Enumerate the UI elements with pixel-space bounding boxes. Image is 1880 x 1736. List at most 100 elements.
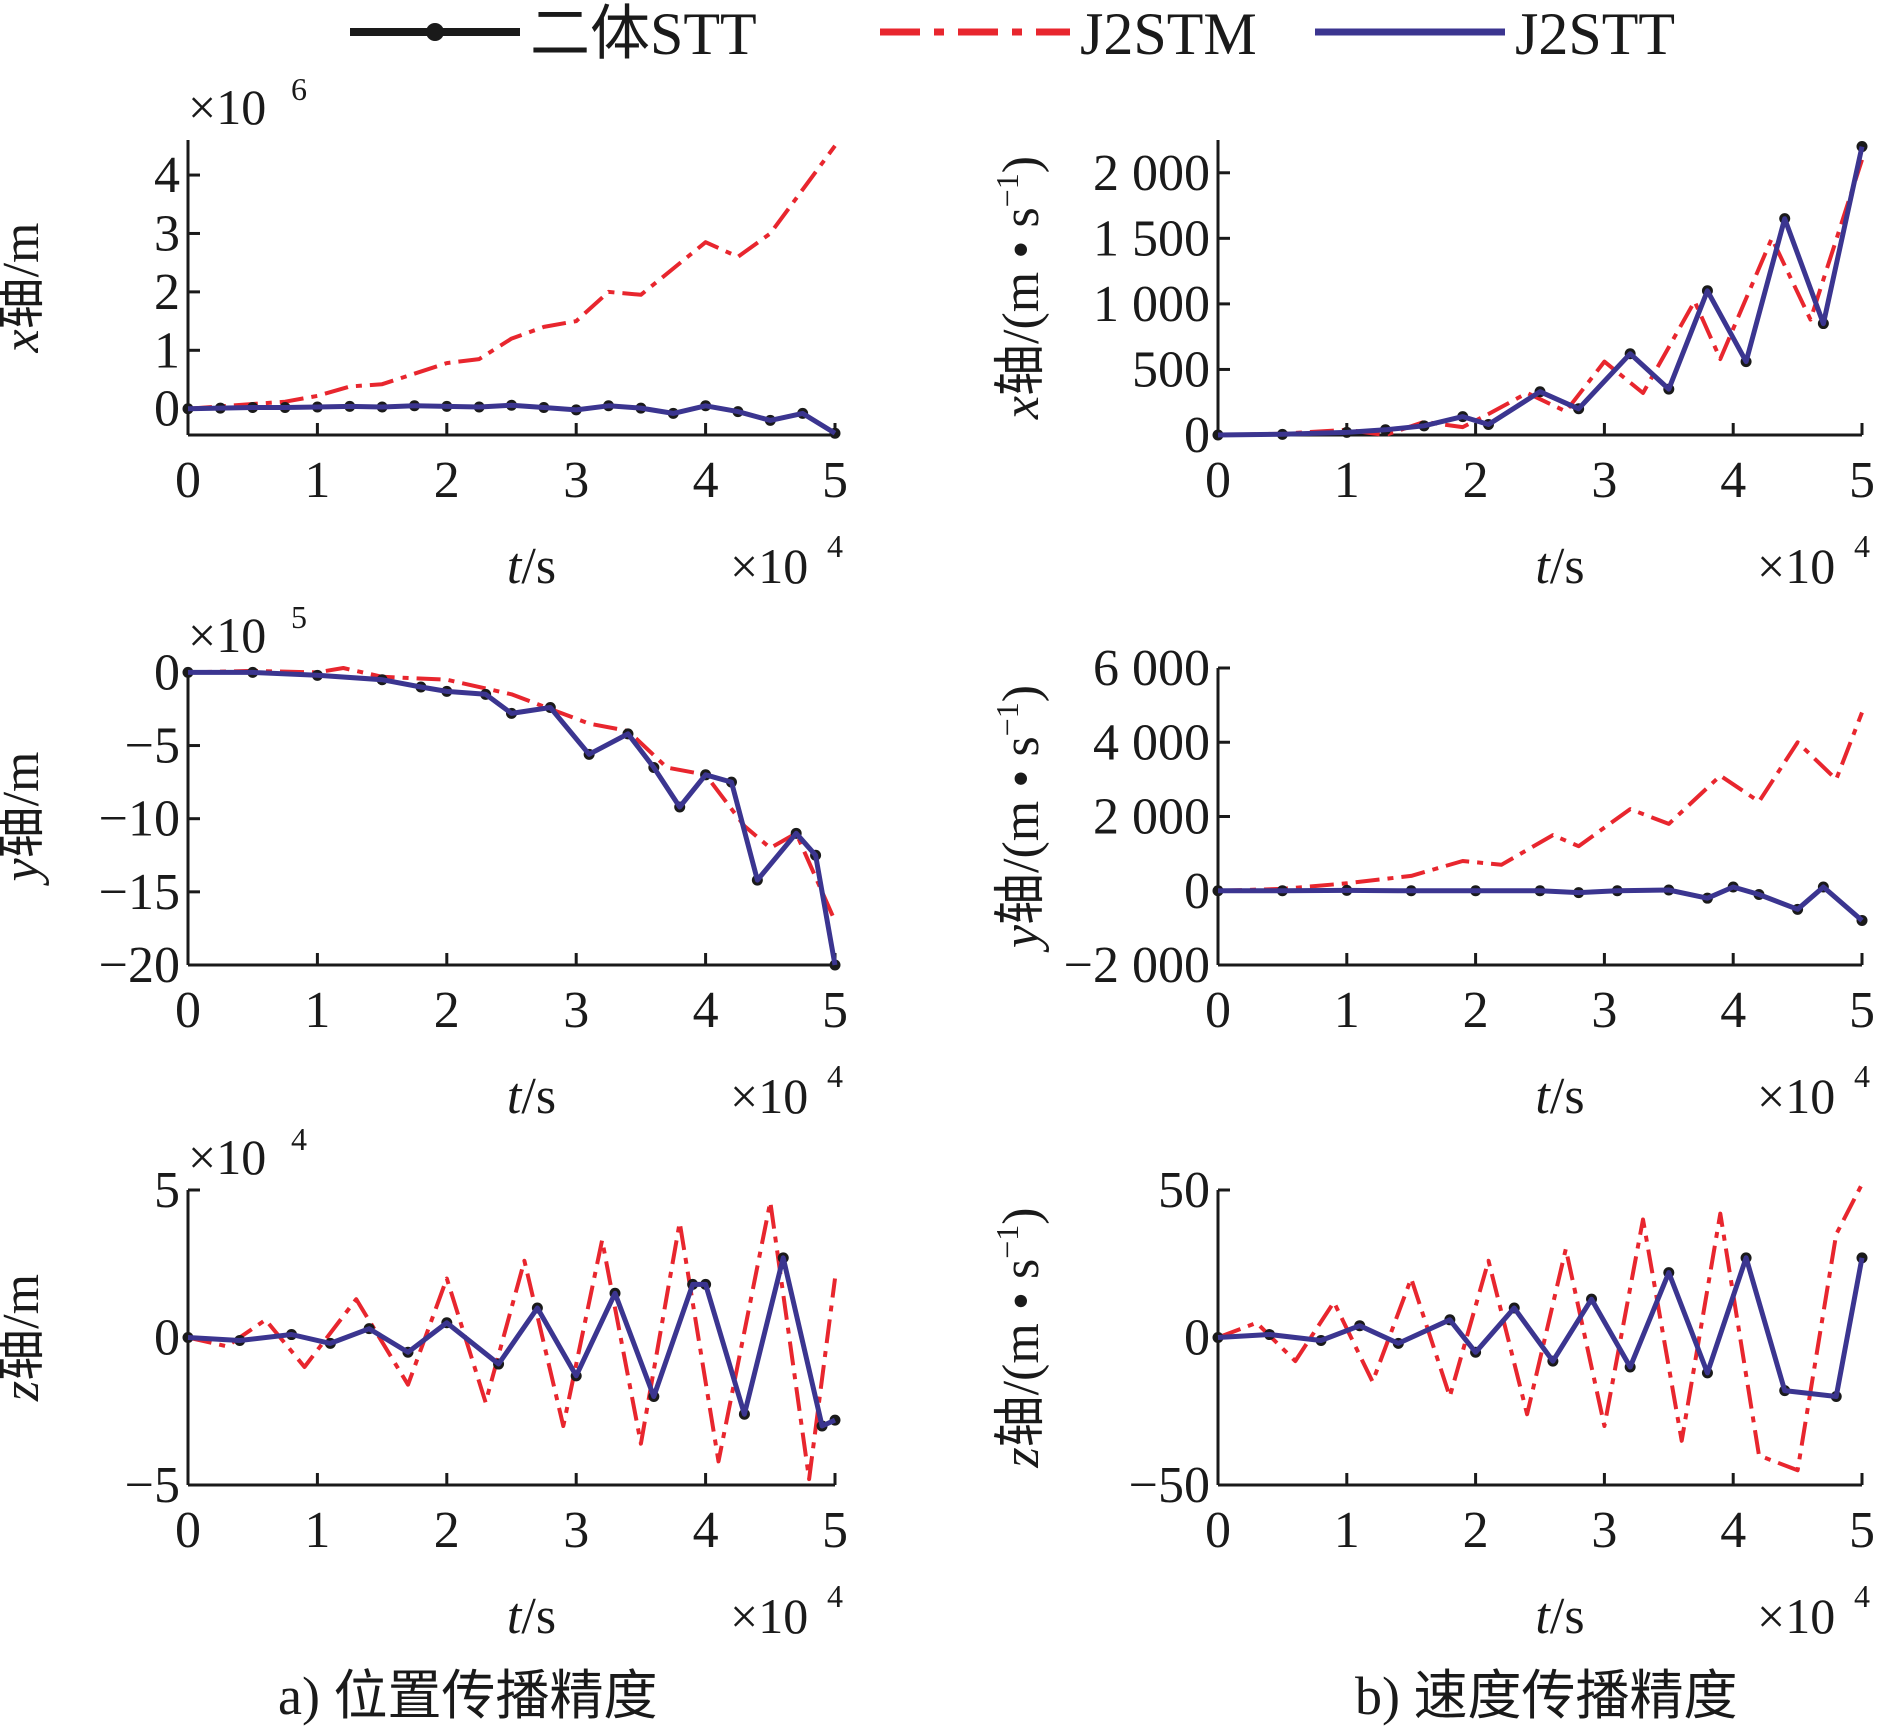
legend: 二体STT J2STM J2STT [330, 0, 1750, 70]
y-tick-label: −10 [99, 791, 180, 848]
x-tick-label: 4 [1720, 1502, 1746, 1559]
x-tick-label: 3 [563, 452, 589, 509]
legend-label-two-body-stt: 二体STT [530, 1, 757, 67]
caption-a: a) 位置传播精度 [278, 1666, 658, 1726]
x-tick-label: 2 [1463, 1502, 1489, 1559]
series-line-j2stm [1217, 1183, 1864, 1473]
y-axis-label: y轴/m [0, 752, 50, 887]
x-multiplier: ×10 [1757, 538, 1835, 594]
x-tick-label: 1 [1334, 452, 1360, 509]
y-tick-label: 50 [1158, 1162, 1210, 1219]
x-tick-label: 4 [1720, 982, 1746, 1039]
y-tick-label: 0 [1184, 407, 1210, 464]
legend-swatch-two-body-stt [350, 23, 520, 41]
x-axis-label: t/s [507, 538, 556, 595]
x-tick-label: 3 [563, 1502, 589, 1559]
y-tick-label: 4 000 [1093, 714, 1210, 771]
x-tick-label: 0 [1205, 452, 1231, 509]
x-multiplier: ×10 [730, 1068, 808, 1124]
x-multiplier: ×10 [730, 1588, 808, 1644]
x-tick-label: 1 [304, 1502, 330, 1559]
x-tick-label: 2 [1463, 452, 1489, 509]
y-tick-label: 0 [1184, 863, 1210, 920]
y-axis-label: y轴/(m • s−1) [989, 685, 1050, 953]
x-multiplier-exponent: 4 [827, 1578, 843, 1614]
x-axis-label: t/s [1535, 538, 1584, 595]
x-multiplier-exponent: 4 [827, 1058, 843, 1094]
series-line-j2stm [187, 1199, 837, 1482]
y-tick-label: 1 500 [1093, 210, 1210, 267]
series-line-j2stt [1218, 884, 1864, 923]
y-tick-label: 1 000 [1093, 276, 1210, 333]
y-tick-label: 0 [154, 1310, 180, 1367]
y-tick-label: 0 [154, 644, 180, 701]
x-tick-label: 0 [175, 452, 201, 509]
y-multiplier: ×10 [188, 607, 266, 663]
x-multiplier-exponent: 4 [827, 528, 843, 564]
x-multiplier: ×10 [1757, 1068, 1835, 1124]
x-tick-label: 1 [304, 982, 330, 1039]
x-tick-label: 5 [822, 452, 848, 509]
x-tick-label: 5 [822, 982, 848, 1039]
x-tick-label: 1 [1334, 982, 1360, 1039]
y-tick-label: 5 [154, 1162, 180, 1219]
series-line-j2stt [187, 402, 837, 436]
x-tick-label: 3 [1591, 982, 1617, 1039]
x-axis-label: t/s [1535, 1068, 1584, 1125]
y-tick-label: 2 000 [1093, 145, 1210, 202]
x-tick-label: 3 [563, 982, 589, 1039]
y-tick-label: 2 [154, 264, 180, 321]
series-line-j2stm [187, 666, 837, 922]
x-tick-label: 2 [434, 982, 460, 1039]
data-point-two-body-stt [182, 403, 194, 415]
series-line-j2stt [1217, 146, 1865, 438]
x-tick-label: 2 [434, 452, 460, 509]
x-tick-label: 1 [1334, 1502, 1360, 1559]
y-axis-label: x轴/(m • s−1) [989, 156, 1050, 420]
series-line-j2stt [188, 669, 838, 966]
y-tick-label: 2 000 [1093, 789, 1210, 846]
x-tick-label: 1 [304, 452, 330, 509]
x-tick-label: 0 [1205, 1502, 1231, 1559]
y-multiplier-exponent: 6 [291, 71, 307, 107]
series-line-j2stt [187, 1255, 837, 1429]
series-line-j2stm [187, 144, 837, 411]
y-axis-label: x轴/m [0, 223, 50, 354]
x-tick-label: 0 [175, 1502, 201, 1559]
y-tick-label: −15 [99, 864, 180, 921]
y-tick-label: 4 [154, 147, 180, 204]
x-tick-label: 4 [693, 452, 719, 509]
y-tick-label: 0 [154, 381, 180, 438]
x-tick-label: 5 [1849, 1502, 1875, 1559]
legend-label-j2stm: J2STM [1080, 1, 1257, 67]
series-line-j2stt [1217, 1255, 1865, 1399]
y-tick-label: 6 000 [1093, 640, 1210, 697]
y-multiplier-exponent: 4 [291, 1121, 307, 1157]
y-multiplier-exponent: 5 [291, 599, 307, 635]
x-tick-label: 5 [1849, 982, 1875, 1039]
y-axis-label: z轴/(m • s−1) [989, 1207, 1050, 1468]
y-tick-label: 0 [1184, 1310, 1210, 1367]
y-tick-label: 500 [1132, 341, 1210, 398]
caption-b: b) 速度传播精度 [1355, 1666, 1738, 1726]
x-tick-label: 4 [693, 982, 719, 1039]
x-tick-label: 4 [1720, 452, 1746, 509]
y-tick-label: 3 [154, 205, 180, 262]
y-tick-label: −20 [99, 937, 180, 994]
y-axis-label: z轴/m [0, 1274, 50, 1402]
x-axis-label: t/s [1535, 1588, 1584, 1645]
x-tick-label: 5 [822, 1502, 848, 1559]
y-tick-label: −50 [1129, 1457, 1210, 1514]
x-multiplier-exponent: 4 [1854, 1578, 1870, 1614]
x-tick-label: 3 [1591, 452, 1617, 509]
x-multiplier-exponent: 4 [1854, 1058, 1870, 1094]
y-multiplier: ×10 [188, 79, 266, 135]
series-line-j2stm [1217, 711, 1864, 893]
x-tick-label: 4 [693, 1502, 719, 1559]
y-tick-label: −5 [125, 1457, 180, 1514]
